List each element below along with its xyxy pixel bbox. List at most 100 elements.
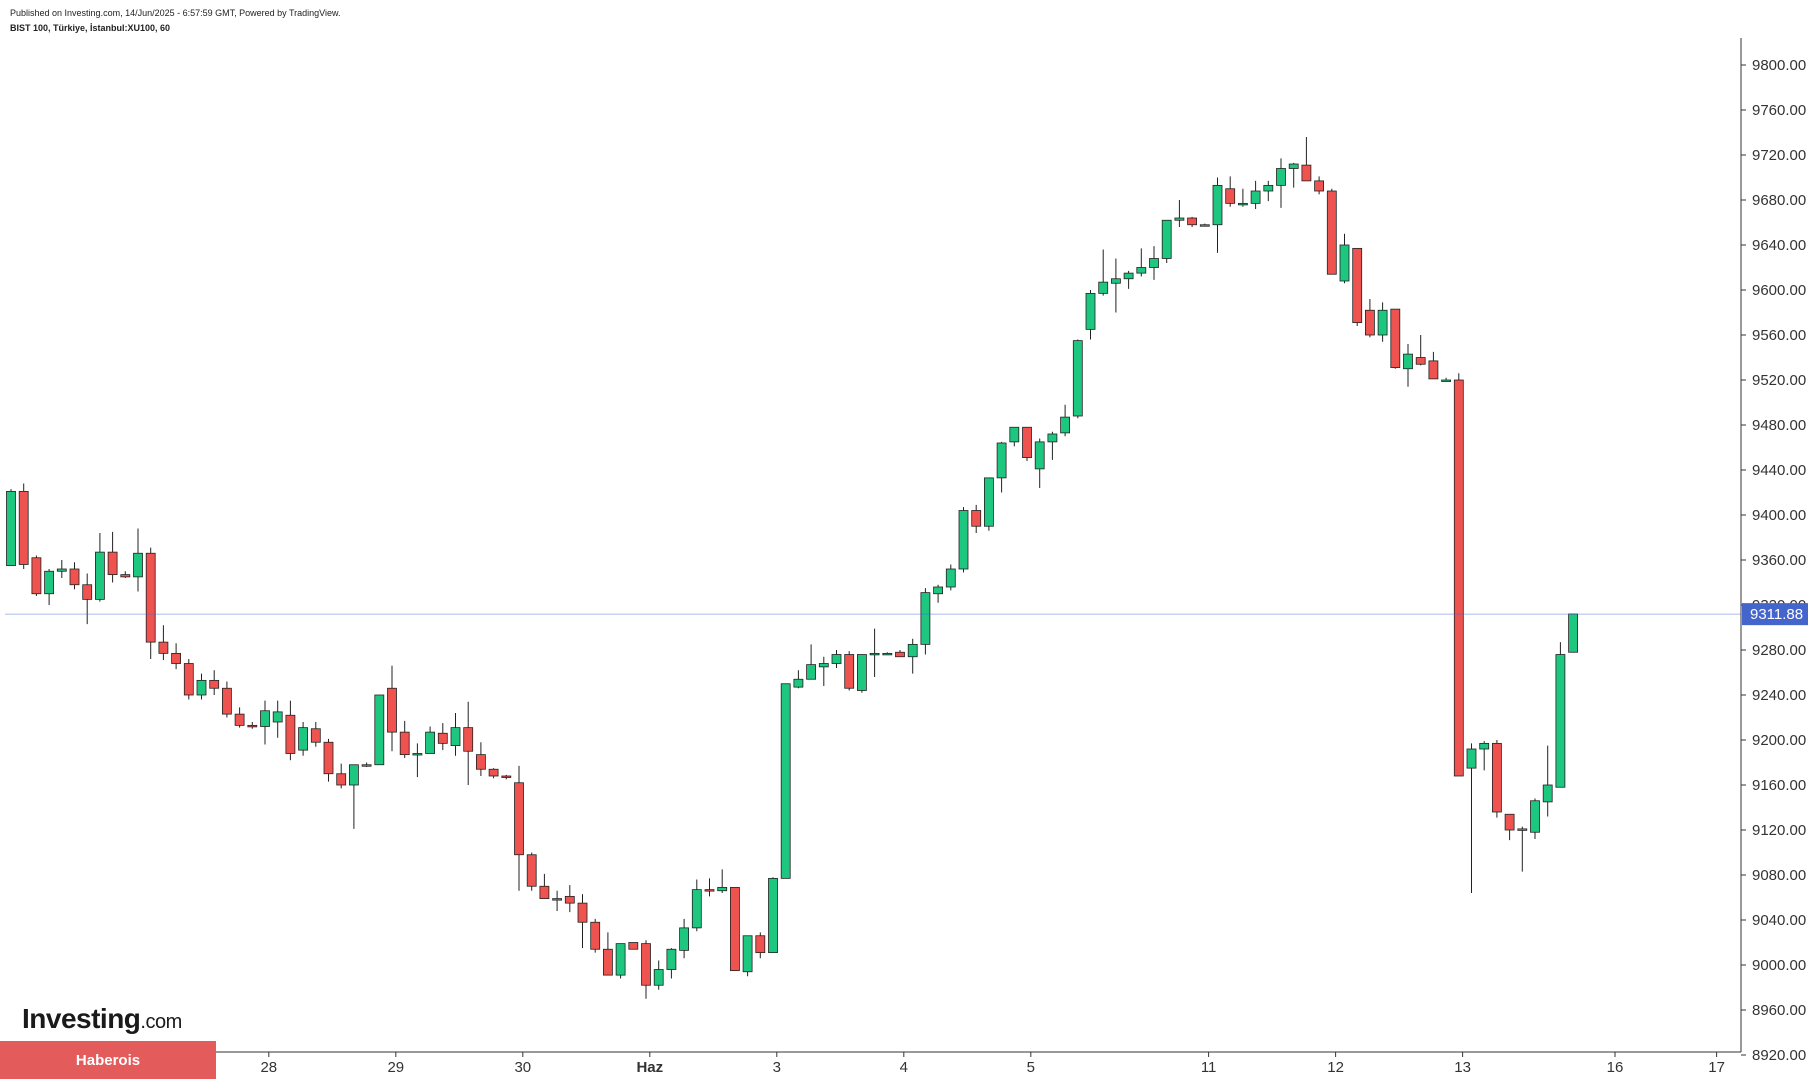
candle-body-up <box>1174 217 1185 221</box>
candle-body-up <box>1111 278 1121 284</box>
candle <box>1453 373 1464 777</box>
x-tick-label: 13 <box>1454 1059 1471 1076</box>
candle-body-up <box>1136 267 1147 274</box>
source-banner: Haberois <box>0 1041 216 1079</box>
candle-body-down <box>755 935 766 954</box>
candle-body-up <box>958 510 969 570</box>
investing-logo: Investing.com <box>22 1003 182 1035</box>
candle <box>1314 176 1324 195</box>
candle-body-up <box>1530 800 1540 833</box>
candle-body-up <box>869 652 880 656</box>
candle <box>907 638 918 674</box>
candle <box>1199 223 1210 227</box>
y-tick-label: 9520.00 <box>1752 372 1806 389</box>
y-tick-label: 9640.00 <box>1752 237 1806 254</box>
candle-body-up <box>361 764 372 767</box>
candle <box>348 764 359 829</box>
x-tick-label: 16 <box>1607 1059 1624 1076</box>
candle <box>463 701 474 785</box>
candle <box>1174 200 1185 227</box>
candle <box>437 723 448 751</box>
x-tick-label: 29 <box>387 1059 404 1076</box>
candle <box>615 943 626 979</box>
x-tick-label: 4 <box>900 1059 908 1076</box>
candle-body-up <box>1034 441 1045 470</box>
candle-body-down <box>1225 188 1236 204</box>
candle-body-down <box>564 895 575 904</box>
candle <box>1428 351 1439 380</box>
candle-body-up <box>1009 426 1020 443</box>
candle-body-down <box>18 490 29 565</box>
candle-body-up <box>412 753 423 756</box>
candle <box>310 722 321 747</box>
candle <box>996 441 1007 493</box>
candle <box>56 560 67 578</box>
candle-body-down <box>437 732 448 744</box>
candle-body-up <box>1085 292 1096 330</box>
candle <box>1263 180 1274 202</box>
candle <box>69 562 80 590</box>
candle-body-up <box>133 552 143 578</box>
candle-body-up <box>1098 281 1109 294</box>
logo-suffix: .com <box>140 1011 182 1033</box>
candle <box>679 918 689 959</box>
candle-body-up <box>1441 379 1451 382</box>
candle-body-up <box>44 570 54 595</box>
candle-body-down <box>399 731 410 756</box>
candle <box>1415 335 1426 366</box>
candle <box>501 774 512 780</box>
x-tick-label: 3 <box>773 1059 781 1076</box>
candle <box>1339 233 1350 284</box>
candle <box>475 742 486 776</box>
y-tick-label: 9120.00 <box>1752 822 1806 839</box>
candle <box>1542 745 1553 817</box>
candle-body-down <box>1415 357 1426 365</box>
candle-body-down <box>323 741 334 775</box>
candle <box>234 707 245 728</box>
candle <box>488 768 499 779</box>
candle <box>1238 188 1248 207</box>
candle <box>806 644 816 680</box>
y-tick-label: 9360.00 <box>1752 552 1806 569</box>
candle-body-down <box>475 754 486 770</box>
candle-body-up <box>1072 340 1083 417</box>
candle <box>336 763 347 789</box>
candle-body-up <box>857 654 867 691</box>
candle-body-down <box>1314 180 1324 192</box>
candle <box>793 670 804 689</box>
candle-body-up <box>768 877 778 954</box>
candle-body-up <box>1212 184 1223 226</box>
y-tick-label: 8960.00 <box>1752 1002 1806 1019</box>
candle-body-up <box>1377 309 1388 336</box>
candle-body-up <box>691 889 702 929</box>
candle-body-up <box>882 652 893 656</box>
candle-body-down <box>539 885 550 900</box>
candle-body-down <box>387 687 397 733</box>
candle <box>958 507 969 573</box>
candle-body-down <box>488 768 499 777</box>
candle <box>1111 258 1121 313</box>
candle-body-down <box>336 773 347 786</box>
candle <box>818 656 829 686</box>
candle-body-down <box>145 552 156 643</box>
last-price-tag: 9311.88 <box>1742 603 1808 626</box>
candle <box>857 654 867 693</box>
candle <box>1276 158 1286 208</box>
candle-body-up <box>56 568 67 572</box>
candle-body-up <box>1123 272 1134 280</box>
y-tick-label: 9000.00 <box>1752 957 1806 974</box>
candle-body-down <box>577 902 588 923</box>
candle-body-up <box>1161 219 1172 259</box>
candle-body-down <box>107 551 118 576</box>
candle <box>742 935 753 977</box>
candle-body-down <box>221 687 232 715</box>
candle <box>1034 438 1045 488</box>
candle-body-down <box>895 651 905 658</box>
candle-body-down <box>1390 308 1401 369</box>
candle-body-down <box>1352 247 1363 324</box>
x-tick-label: Haz <box>636 1059 663 1076</box>
candle-body-up <box>920 592 931 645</box>
candle-body-up <box>717 886 728 892</box>
candle-body-up <box>742 935 753 973</box>
candle-body-up <box>95 551 105 600</box>
